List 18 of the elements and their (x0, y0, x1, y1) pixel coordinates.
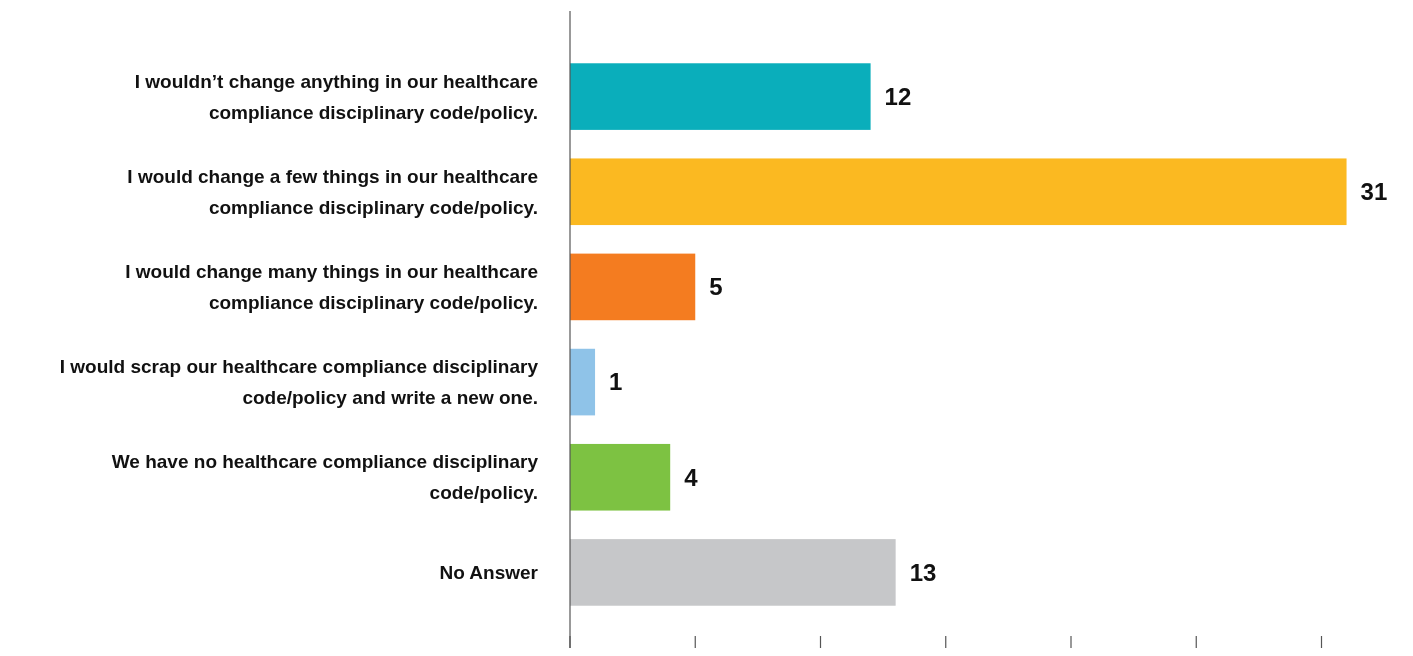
y-tick-label: No Answer (439, 562, 539, 584)
data-label: 13 (909, 558, 937, 586)
y-tick-label: We have no healthcare compliance disciplinary code/policy. (111, 451, 539, 504)
bar (570, 539, 896, 606)
bar (570, 443, 671, 511)
y-tick-label: I would change many things in our healthcare compliance disciplinary code/policy. (125, 261, 538, 314)
data-label: 1 (609, 368, 623, 396)
data-label: 12 (884, 82, 912, 110)
bar (570, 158, 1347, 226)
y-tick-label: I wouldn’t change anything in our healthcare compliance disciplinary code/policy. (134, 70, 538, 123)
data-label: 31 (1360, 178, 1388, 206)
bar (570, 348, 596, 416)
y-tick-label: I would scrap our healthcare compliance disciplinary code/policy and write a new one. (59, 356, 539, 409)
bar (570, 63, 871, 130)
y-tick-label: I would change a few things in our healthcare compliance disciplinary code/policy. (127, 165, 538, 218)
data-label: 5 (709, 273, 723, 301)
data-label: 4 (684, 463, 699, 491)
bar (570, 253, 696, 321)
